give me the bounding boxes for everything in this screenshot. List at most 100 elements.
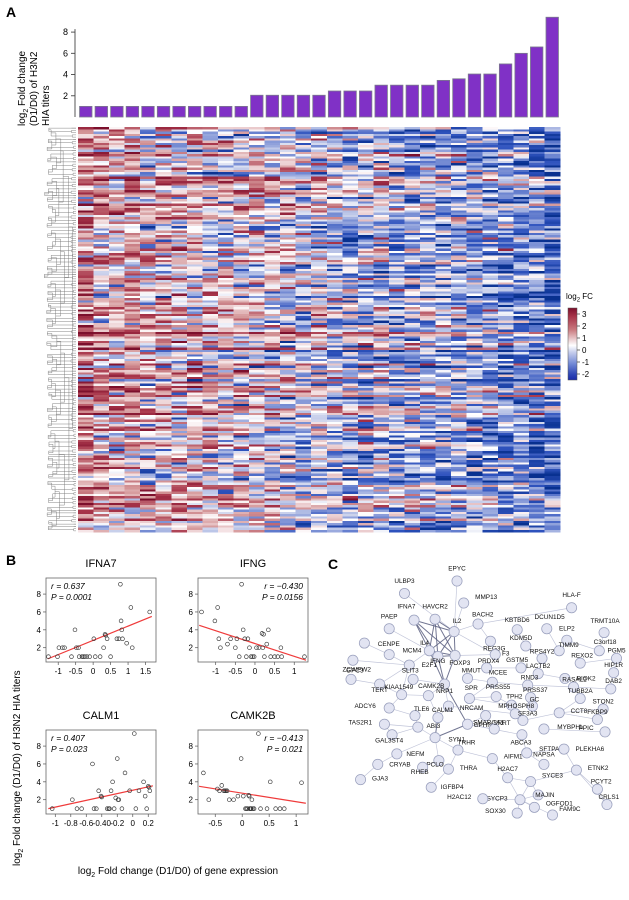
network-node[interactable] [448,626,460,638]
network-node[interactable] [386,729,398,741]
network-node[interactable] [520,640,532,652]
network-node[interactable] [403,659,415,671]
network-node[interactable] [374,678,386,690]
network-node[interactable] [409,710,421,722]
network-node[interactable] [526,700,538,712]
network-node[interactable] [449,650,461,661]
network-node[interactable] [462,718,473,730]
network-node[interactable] [568,681,579,693]
network-node[interactable] [611,652,622,664]
network-node[interactable] [480,710,492,722]
network-node[interactable] [598,627,610,639]
network-node[interactable] [425,781,437,793]
network-node[interactable] [463,692,475,704]
network-node[interactable] [399,587,410,599]
network-node[interactable] [407,673,419,685]
network-node[interactable] [521,747,533,759]
network-node[interactable] [355,774,367,786]
network-node[interactable] [396,689,408,701]
network-node[interactable] [511,807,523,819]
network-node[interactable] [378,718,390,730]
network-node[interactable] [601,799,613,810]
network-node[interactable] [489,649,501,661]
network-node[interactable] [442,763,454,775]
network-node[interactable] [486,676,498,688]
network-node[interactable] [591,714,603,725]
network-node[interactable] [383,649,395,661]
network-node[interactable] [472,618,484,630]
network-node[interactable] [515,662,527,674]
network-node[interactable] [429,613,441,625]
network-node[interactable] [423,645,435,657]
network-edge [396,737,436,755]
network-node[interactable] [432,650,444,662]
network-node[interactable] [553,645,565,657]
network-node[interactable] [608,667,620,679]
network-node[interactable] [502,772,514,784]
network-node[interactable] [432,712,444,724]
network-node[interactable] [605,683,617,695]
network-node[interactable] [538,758,550,770]
network-node[interactable] [541,623,553,635]
network-node[interactable] [553,707,565,719]
network-node[interactable] [408,614,420,626]
network-node[interactable] [514,794,526,806]
network-node[interactable] [561,634,573,646]
network-node[interactable] [412,721,424,733]
network-node[interactable] [509,708,521,720]
scatter-ytick: 4 [37,626,42,635]
network-node[interactable] [439,678,451,690]
network-node[interactable] [599,726,611,738]
legend-tick: -2 [582,370,590,379]
network-node[interactable] [358,637,370,649]
network-node[interactable] [528,801,540,813]
network-node[interactable] [383,623,395,635]
network-node-label: F3 [502,651,510,658]
network-node[interactable] [597,703,609,715]
network-node[interactable] [574,692,586,704]
network-node[interactable] [347,654,359,666]
scatter-point [136,788,142,793]
legend-title-rest: FC [580,292,593,301]
network-node[interactable] [522,679,534,691]
network-node[interactable] [536,652,548,664]
scatter-point [299,780,304,785]
network-node[interactable] [559,672,571,684]
network-node[interactable] [532,789,544,801]
network-node[interactable] [538,723,550,735]
network-node[interactable] [570,764,582,776]
network-node[interactable] [458,597,470,609]
network-node[interactable] [451,575,463,587]
network-node[interactable] [566,602,578,614]
network-node[interactable] [591,783,603,795]
network-node[interactable] [574,657,586,669]
network-node[interactable] [481,662,493,674]
network-node[interactable] [452,744,464,756]
network-node[interactable] [429,732,441,744]
network-node[interactable] [477,793,489,805]
network-node-label: GPHN [474,722,493,729]
network-node[interactable] [486,753,498,765]
scatter-point [273,806,278,811]
network-node[interactable] [372,758,384,770]
network-node[interactable] [442,700,454,712]
network-node[interactable] [422,690,434,702]
network-node[interactable] [345,673,357,685]
network-edge [482,798,521,801]
network-node[interactable] [488,723,500,735]
network-node[interactable] [511,624,523,636]
network-node[interactable] [391,748,403,760]
network-node[interactable] [433,755,445,767]
network-node[interactable] [383,702,395,714]
network-node[interactable] [462,672,473,684]
network-node[interactable] [417,761,429,773]
network-node[interactable] [525,776,537,788]
network-node[interactable] [484,635,496,647]
network-node[interactable] [593,645,605,657]
network-node[interactable] [532,668,544,680]
network-node[interactable] [547,809,558,821]
network-node[interactable] [490,691,502,703]
network-node[interactable] [516,729,528,741]
network-node[interactable] [517,714,529,726]
network-node[interactable] [558,743,570,755]
